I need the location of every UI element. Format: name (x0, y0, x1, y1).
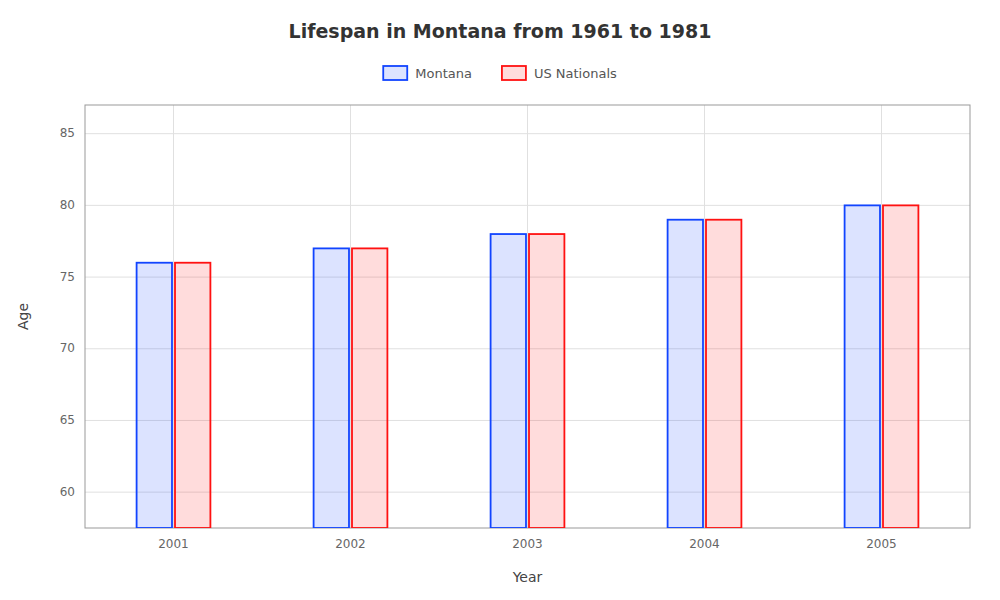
bar (137, 263, 172, 528)
chart-svg: 60 65 70 75 80 85 2001 2002 2003 2004 2005 Year Age L… (0, 0, 1000, 600)
x-tick-label: 2001 (158, 537, 189, 551)
x-tick-label: 2002 (335, 537, 366, 551)
chart-container: 60 65 70 75 80 85 2001 2002 2003 2004 2005 Year Age L… (0, 0, 1000, 600)
bar (491, 234, 526, 528)
legend-label: US Nationals (534, 66, 617, 81)
y-tick-label: 80 (60, 198, 75, 212)
x-tick-label: 2005 (866, 537, 897, 551)
plot-frame (85, 105, 970, 528)
y-tick-label: 70 (60, 341, 75, 355)
axes: 60 65 70 75 80 85 2001 2002 2003 2004 2005 (60, 126, 897, 551)
y-tick-label: 65 (60, 413, 75, 427)
bars (137, 205, 919, 528)
legend-item: Montana (383, 66, 472, 81)
x-tick-label: 2004 (689, 537, 720, 551)
y-tick-label: 60 (60, 485, 75, 499)
legend: Montana US Nationals (383, 66, 617, 81)
x-tick-label: 2003 (512, 537, 543, 551)
legend-item: US Nationals (502, 66, 617, 81)
x-grid-line (350, 105, 351, 528)
legend-label: Montana (415, 66, 472, 81)
bar (668, 220, 703, 528)
x-grid-line (704, 105, 705, 528)
bar (529, 234, 564, 528)
bar (845, 205, 880, 528)
title: Lifespan in Montana from 1961 to 1981 (289, 20, 712, 42)
y-axis-label: Age (15, 303, 31, 330)
x-axis-label: Year (512, 569, 543, 585)
y-tick-label: 75 (60, 270, 75, 284)
bar (883, 205, 918, 528)
bar (352, 248, 387, 528)
x-grid-line (173, 105, 174, 528)
bar (706, 220, 741, 528)
bar (175, 263, 210, 528)
y-tick-label: 85 (60, 126, 75, 140)
grid (85, 105, 970, 528)
legend-swatch (502, 66, 526, 80)
legend-swatch (383, 66, 407, 80)
bar (314, 248, 349, 528)
x-grid-line (881, 105, 882, 528)
x-grid-line (527, 105, 528, 528)
